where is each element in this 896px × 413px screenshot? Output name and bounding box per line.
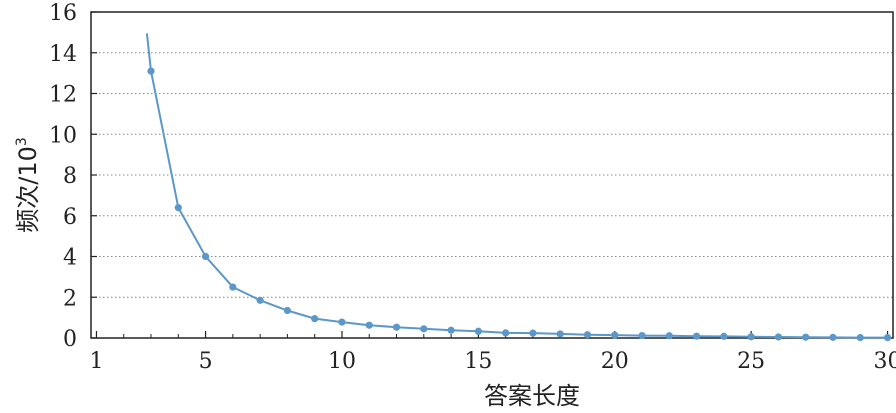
y-tick-label: 6 (63, 205, 77, 230)
data-point (556, 330, 564, 338)
data-point (774, 333, 783, 341)
data-point (829, 333, 837, 341)
data-point (229, 283, 237, 291)
data-point (474, 327, 482, 335)
data-point (201, 252, 210, 261)
x-tick-label: 5 (199, 349, 213, 374)
data-point (447, 326, 455, 334)
gridlines (91, 52, 893, 298)
y-tick-label: 12 (49, 83, 77, 108)
data-point (392, 323, 401, 331)
x-axis-label: 答案长度 (484, 382, 580, 410)
y-tick-label: 14 (49, 42, 77, 67)
x-tick-label: 10 (328, 349, 356, 374)
y-tick-label: 0 (63, 327, 77, 352)
y-tick-label: 10 (49, 123, 77, 148)
x-tick-label: 1 (89, 349, 103, 374)
data-point (802, 333, 810, 341)
data-point (529, 329, 537, 337)
data-point (665, 332, 673, 340)
x-tick-label: 15 (464, 349, 492, 374)
data-point (692, 332, 701, 340)
data-point (365, 321, 373, 329)
x-tick-label: 30 (874, 349, 896, 374)
data-point (856, 333, 864, 342)
y-tick-label: 4 (63, 246, 77, 271)
data-point (638, 331, 646, 340)
y-axis-label-main: 频次/10 (14, 146, 42, 233)
data-point (720, 332, 728, 340)
y-axis-label: 频次/103 (14, 137, 42, 233)
data-point (747, 333, 755, 341)
x-tick-label: 20 (601, 349, 629, 374)
data-point (338, 318, 346, 326)
y-axis-label-superscript: 3 (14, 137, 30, 146)
data-point (583, 331, 592, 339)
data-point (174, 204, 182, 212)
x-tick-label: 25 (737, 349, 765, 374)
data-point (283, 306, 292, 315)
series-line (145, 33, 888, 339)
data-point (147, 67, 155, 75)
y-tick-label: 16 (49, 1, 77, 26)
x-tick-labels: 1 5 10 15 20 25 30 (89, 331, 896, 374)
data-point (311, 315, 319, 323)
y-tick-labels: 0 2 4 6 8 10 12 14 16 (49, 1, 97, 352)
data-point (256, 296, 264, 304)
data-point (611, 331, 619, 339)
data-points (147, 67, 892, 342)
data-point (420, 325, 428, 333)
y-tick-label: 2 (63, 286, 77, 311)
data-point (502, 329, 510, 337)
y-tick-label: 8 (63, 164, 77, 189)
data-point (883, 333, 892, 342)
